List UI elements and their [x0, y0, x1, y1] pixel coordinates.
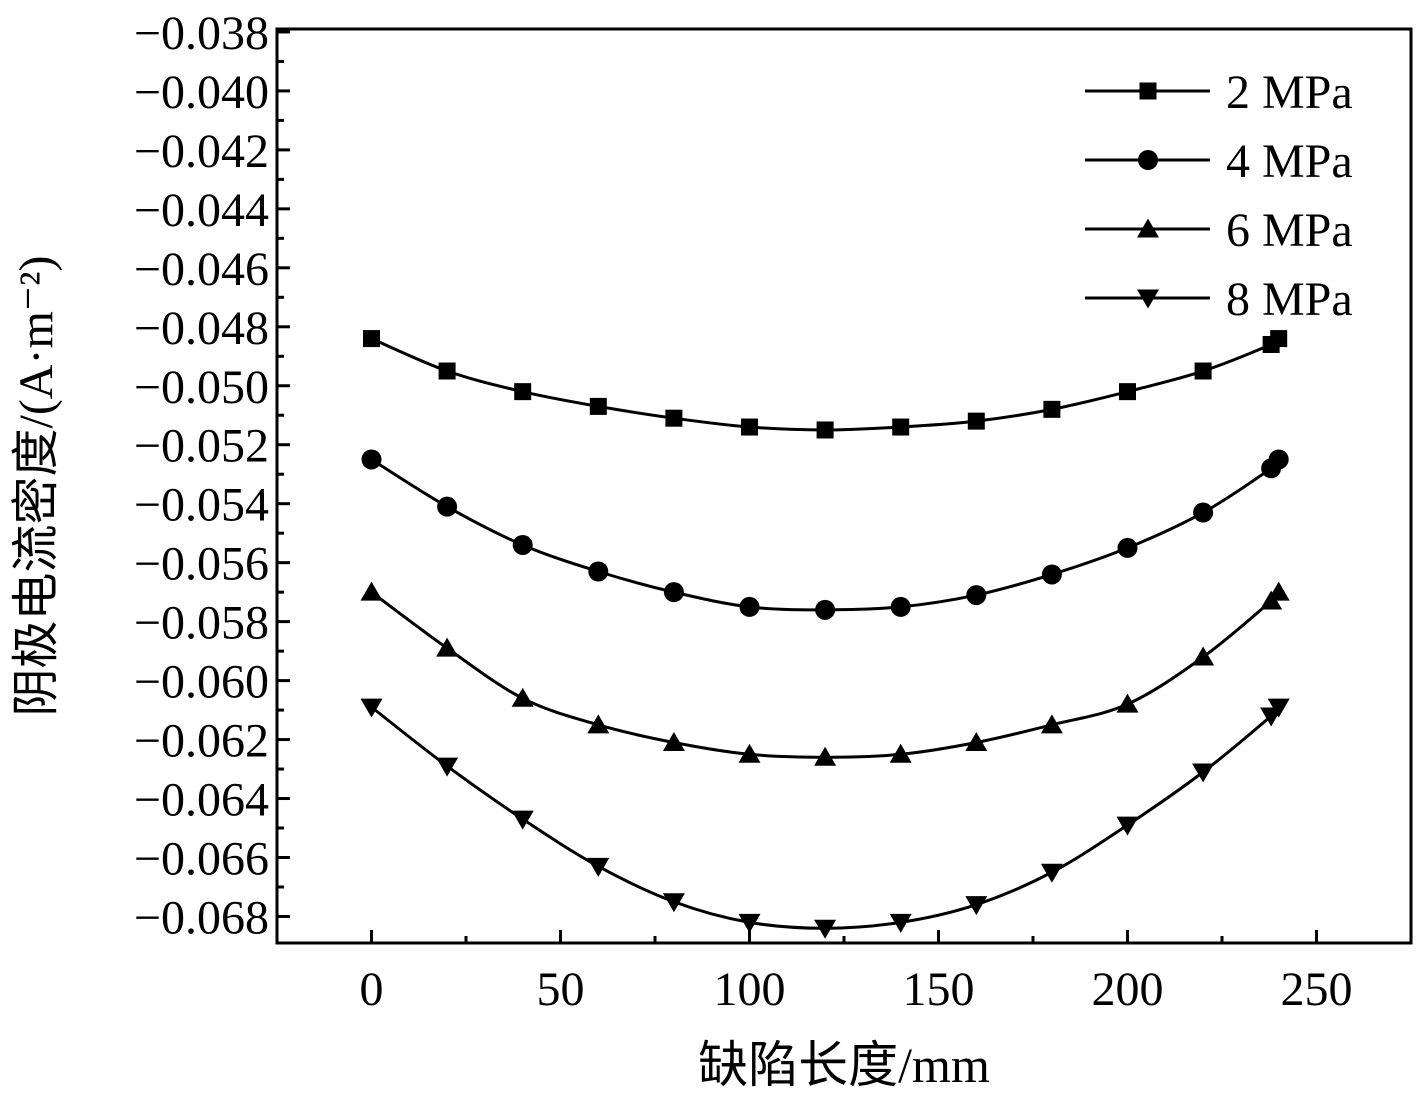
- legend-marker: [1138, 150, 1158, 170]
- data-point: [589, 397, 607, 415]
- data-point: [739, 596, 760, 617]
- y-tick-label: −0.068: [134, 891, 269, 944]
- y-tick-label: −0.050: [134, 361, 269, 414]
- data-point: [1267, 698, 1290, 718]
- data-point: [1119, 383, 1136, 401]
- x-axis-label: 缺陷长度/mm: [698, 1037, 990, 1093]
- data-point: [587, 857, 610, 877]
- series-line-2: [370, 458, 1281, 612]
- y-tick-label: −0.064: [134, 774, 269, 827]
- data-point: [814, 746, 837, 766]
- data-point: [965, 896, 988, 916]
- y-tick-label: −0.052: [134, 420, 269, 473]
- data-point: [511, 687, 534, 707]
- legend-label: 2 MPa: [1226, 66, 1353, 119]
- series-line-4: [370, 705, 1281, 930]
- data-point: [1268, 449, 1289, 470]
- data-point: [890, 596, 911, 617]
- data-point: [1192, 646, 1215, 666]
- data-point: [1043, 400, 1061, 418]
- data-point: [815, 599, 836, 620]
- legend-marker: [1137, 289, 1159, 309]
- data-point: [814, 919, 837, 939]
- legend-marker: [1137, 218, 1159, 238]
- legend-marker: [1139, 82, 1157, 100]
- data-point: [1116, 816, 1139, 836]
- y-axis-label: 阴极电流密度/(A·m⁻²): [10, 255, 63, 716]
- data-point: [511, 810, 534, 830]
- x-tick-label: 0: [360, 963, 384, 1016]
- data-point: [437, 496, 458, 517]
- data-point: [1193, 502, 1214, 523]
- x-tick-label: 150: [903, 963, 975, 1016]
- data-point: [889, 913, 912, 933]
- data-point: [360, 581, 383, 601]
- data-point: [514, 383, 532, 401]
- y-tick-label: −0.042: [134, 125, 269, 178]
- y-tick-label: −0.038: [134, 7, 269, 60]
- data-point: [363, 330, 380, 348]
- x-axis: 0 50 100 150 200 250: [360, 930, 1353, 1016]
- y-tick-label: −0.060: [134, 656, 269, 709]
- data-point: [738, 913, 761, 933]
- data-point: [512, 534, 533, 555]
- y-tick-label: −0.040: [134, 66, 269, 119]
- y-tick-label: −0.058: [134, 597, 269, 650]
- data-point: [588, 561, 609, 582]
- data-point: [1041, 564, 1062, 585]
- data-point: [1116, 693, 1139, 713]
- series-line-1: [370, 337, 1281, 432]
- data-point: [662, 732, 685, 752]
- data-point: [741, 418, 758, 436]
- data-point: [967, 412, 985, 430]
- data-point: [662, 893, 685, 913]
- data-point: [436, 637, 459, 657]
- x-tick-label: 200: [1092, 963, 1164, 1016]
- data-point: [587, 714, 610, 734]
- data-point: [738, 743, 761, 763]
- data-point: [1040, 863, 1063, 883]
- data-point: [816, 421, 834, 439]
- data-point: [1270, 330, 1288, 348]
- data-point: [663, 582, 684, 603]
- y-tick-label: −0.062: [134, 715, 269, 768]
- y-tick-label: −0.056: [134, 538, 269, 591]
- legend: 2 MPa 4 MPa 6 MPa 8 MPa: [1085, 66, 1353, 326]
- data-point: [665, 409, 683, 427]
- series-layer: [360, 330, 1290, 939]
- data-point: [965, 732, 988, 752]
- data-point: [361, 449, 382, 470]
- data-point: [1040, 714, 1063, 734]
- y-tick-label: −0.046: [134, 243, 269, 296]
- legend-label: 8 MPa: [1226, 273, 1353, 326]
- y-tick-label: −0.066: [134, 832, 269, 885]
- data-point: [889, 743, 912, 763]
- y-axis: −0.038 −0.040 −0.042 −0.044 −0.046 −0.048 −0.0…: [134, 7, 290, 944]
- x-tick-label: 50: [537, 963, 585, 1016]
- x-tick-label: 100: [714, 963, 786, 1016]
- data-point: [892, 418, 910, 436]
- y-tick-label: −0.054: [134, 479, 269, 532]
- data-point: [360, 698, 383, 718]
- legend-label: 4 MPa: [1226, 135, 1353, 188]
- y-tick-label: −0.048: [134, 302, 269, 355]
- data-point: [436, 757, 459, 777]
- data-point: [966, 585, 987, 606]
- data-point: [438, 362, 456, 380]
- legend-label: 6 MPa: [1226, 204, 1353, 257]
- y-tick-label: −0.044: [134, 184, 269, 237]
- data-point: [1194, 362, 1212, 380]
- data-point: [1192, 763, 1215, 783]
- data-point: [1267, 581, 1290, 601]
- data-point: [1117, 537, 1138, 558]
- x-tick-label: 250: [1281, 963, 1353, 1016]
